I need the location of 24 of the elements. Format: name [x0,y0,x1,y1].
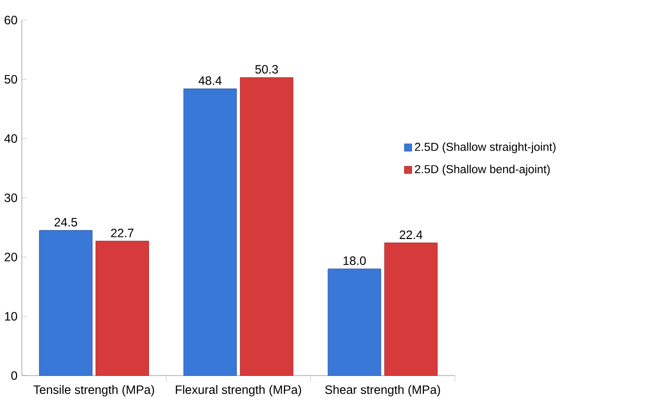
bar [240,77,294,376]
data-label: 22.7 [111,228,134,237]
y-tick-label: 20 [4,252,18,262]
bar [384,242,438,376]
bar [39,230,92,376]
x-tick-label: Shear strength (MPa) [325,384,440,396]
data-label: 18.0 [344,256,366,265]
data-label: 50.3 [255,64,278,74]
data-label: 24.5 [54,218,78,226]
data-label: 48.4 [198,76,222,85]
x-tick-label: Tensile strength (MPa) [34,384,154,396]
legend-label: 2.5D (Shallow bend-ajoint) [414,164,550,176]
y-tick-label: 10 [4,312,18,320]
y-tick-label: 0 [11,371,18,380]
bar [96,240,149,376]
x-tick-label: Flexural strength (MPa) [176,384,302,396]
y-tick-label: 60 [4,16,18,24]
y-tick-label: 40 [4,134,18,143]
legend-label: 2.5D (Shallow straight-joint) [414,142,556,153]
y-tick-label: 30 [4,193,18,202]
bar [328,268,382,376]
y-tick-label: 50 [4,74,18,84]
data-label: 22.4 [400,230,422,239]
bar [183,88,237,376]
